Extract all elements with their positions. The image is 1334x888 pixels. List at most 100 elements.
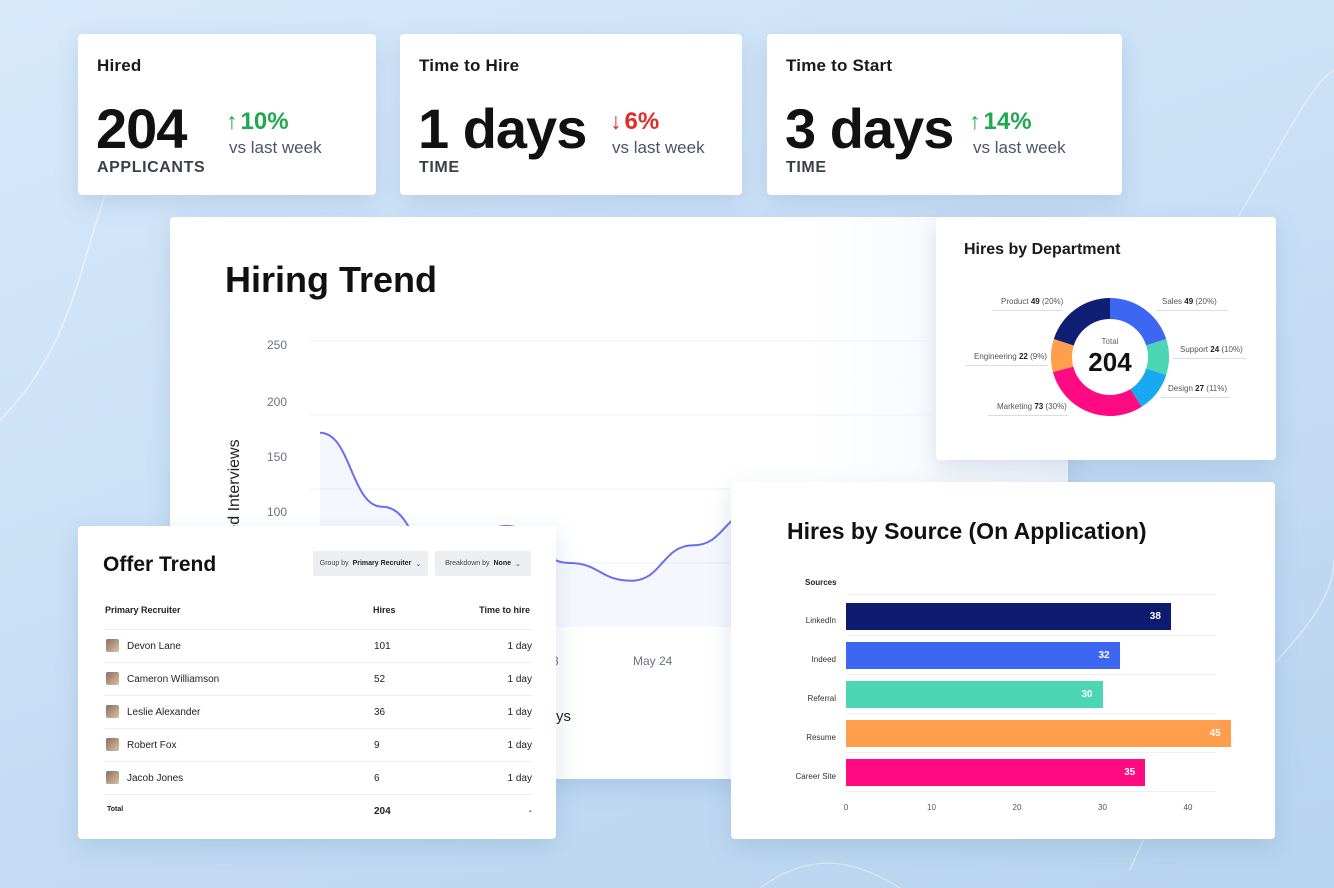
avatar	[106, 705, 119, 718]
x-tick: 40	[1173, 803, 1203, 812]
table-row[interactable]: Cameron Williamson 52 1 day	[104, 662, 532, 695]
arrow-up-icon: ↑	[969, 108, 981, 134]
total-label: Total	[107, 806, 123, 813]
kpi-value: 3 days	[785, 96, 953, 161]
avatar	[106, 672, 119, 685]
chevron-down-icon: ⌄	[415, 560, 421, 568]
offer-trend-title: Offer Trend	[103, 553, 216, 577]
leader-line	[966, 365, 1048, 366]
recruiter-name: Devon Lane	[127, 641, 181, 652]
x-tick: 30	[1088, 803, 1118, 812]
kpi-card-hired: Hired 204 APPLICANTS ↑ 10% vs last week	[78, 34, 376, 195]
kpi-unit: TIME	[419, 159, 460, 177]
grid-line	[846, 635, 1216, 636]
recruiter-name: Robert Fox	[127, 740, 176, 751]
bar-label: Career Site	[736, 772, 836, 781]
table-row[interactable]: Robert Fox 9 1 day	[104, 728, 532, 761]
department-panel: Hires by Department Total 204 Product 49…	[936, 217, 1276, 460]
recruiter-name: Leslie Alexander	[127, 707, 200, 718]
bar-value: 38	[1150, 611, 1161, 622]
slice-label-engineering: Engineering 22 (9%)	[974, 352, 1047, 361]
avatar	[106, 639, 119, 652]
slice-label-sales: Sales 49 (20%)	[1162, 297, 1217, 306]
hires-value: 9	[374, 740, 380, 751]
offer-trend-panel: Offer Trend Group by Primary Recruiter ⌄ …	[78, 526, 556, 839]
slice-label-design: Design 27 (11%)	[1168, 384, 1227, 393]
breakdown-dropdown[interactable]: Breakdown by None ⌄	[435, 551, 531, 576]
bar-value: 30	[1081, 689, 1092, 700]
leader-line	[992, 310, 1062, 311]
bar-value: 35	[1124, 767, 1135, 778]
source-panel: Hires by Source (On Application) Sources…	[731, 482, 1275, 839]
avatar	[106, 771, 119, 784]
bar-label: Resume	[736, 733, 836, 742]
avatar	[106, 738, 119, 751]
bar-value: 45	[1210, 728, 1221, 739]
recruiter-name: Cameron Williamson	[127, 674, 219, 685]
table-row[interactable]: Jacob Jones 6 1 day	[104, 761, 532, 794]
hires-value: 6	[374, 773, 380, 784]
time-value: 1 day	[508, 707, 532, 718]
x-axis-label: ys	[556, 708, 571, 725]
hires-value: 52	[374, 674, 385, 685]
kpi-change: ↓ 6%	[610, 108, 659, 136]
bar-value: 32	[1098, 650, 1109, 661]
grid-line	[846, 674, 1216, 675]
column-header-recruiter[interactable]: Primary Recruiter	[105, 605, 181, 615]
donut-center: Total 204	[1050, 297, 1170, 417]
y-tick: 250	[247, 338, 287, 352]
kpi-value: 1 days	[418, 96, 586, 161]
kpi-card-time-to-start: Time to Start 3 days TIME ↑ 14% vs last w…	[767, 34, 1122, 195]
bar-label: Indeed	[736, 655, 836, 664]
grid-line	[846, 752, 1216, 753]
leader-line	[988, 415, 1068, 416]
donut-total-value: 204	[1050, 347, 1170, 378]
kpi-card-time-to-hire: Time to Hire 1 days TIME ↓ 6% vs last wee…	[400, 34, 742, 195]
column-header-hires[interactable]: Hires	[373, 605, 396, 615]
grid-line	[846, 791, 1216, 792]
column-header-time[interactable]: Time to hire	[479, 605, 530, 615]
time-value: 1 day	[508, 674, 532, 685]
kpi-unit: APPLICANTS	[97, 159, 205, 177]
table-total-row: Total 204 -	[104, 794, 532, 827]
recruiter-name: Jacob Jones	[127, 773, 183, 784]
slice-label-product: Product 49 (20%)	[1001, 297, 1063, 306]
leader-line	[1156, 310, 1228, 311]
kpi-value: 204	[96, 96, 186, 161]
bar-referral[interactable]: 30	[846, 681, 1103, 708]
bar-resume[interactable]: 45	[846, 720, 1231, 747]
kpi-title: Time to Start	[786, 56, 892, 76]
department-title: Hires by Department	[964, 241, 1121, 259]
kpi-comparison: vs last week	[229, 138, 322, 158]
table-row[interactable]: Devon Lane 101 1 day	[104, 629, 532, 662]
kpi-change: ↑ 14%	[969, 108, 1032, 136]
grid-line	[846, 594, 1216, 595]
source-axis-title: Sources	[805, 578, 837, 587]
x-tick: May 24	[633, 654, 672, 668]
hires-value: 36	[374, 707, 385, 718]
time-value: 1 day	[508, 740, 532, 751]
x-tick: 10	[917, 803, 947, 812]
kpi-change: ↑ 10%	[226, 108, 289, 136]
source-title: Hires by Source (On Application)	[787, 518, 1147, 545]
x-tick: 0	[831, 803, 861, 812]
grid-line	[846, 713, 1216, 714]
bar-career-site[interactable]: 35	[846, 759, 1145, 786]
chevron-down-icon: ⌄	[515, 560, 521, 568]
time-value: 1 day	[508, 773, 532, 784]
leader-line	[1160, 397, 1230, 398]
x-tick: 20	[1002, 803, 1032, 812]
bar-label: LinkedIn	[736, 616, 836, 625]
total-time: -	[529, 806, 532, 817]
hiring-trend-title: Hiring Trend	[225, 259, 437, 301]
y-tick: 200	[247, 395, 287, 409]
bar-indeed[interactable]: 32	[846, 642, 1120, 669]
kpi-comparison: vs last week	[973, 138, 1066, 158]
time-value: 1 day	[508, 641, 532, 652]
y-tick: 100	[247, 505, 287, 519]
slice-label-marketing: Marketing 73 (30%)	[997, 402, 1067, 411]
bar-linkedin[interactable]: 38	[846, 603, 1171, 630]
group-by-dropdown[interactable]: Group by Primary Recruiter ⌄	[313, 551, 428, 576]
table-row[interactable]: Leslie Alexander 36 1 day	[104, 695, 532, 728]
hires-value: 101	[374, 641, 391, 652]
